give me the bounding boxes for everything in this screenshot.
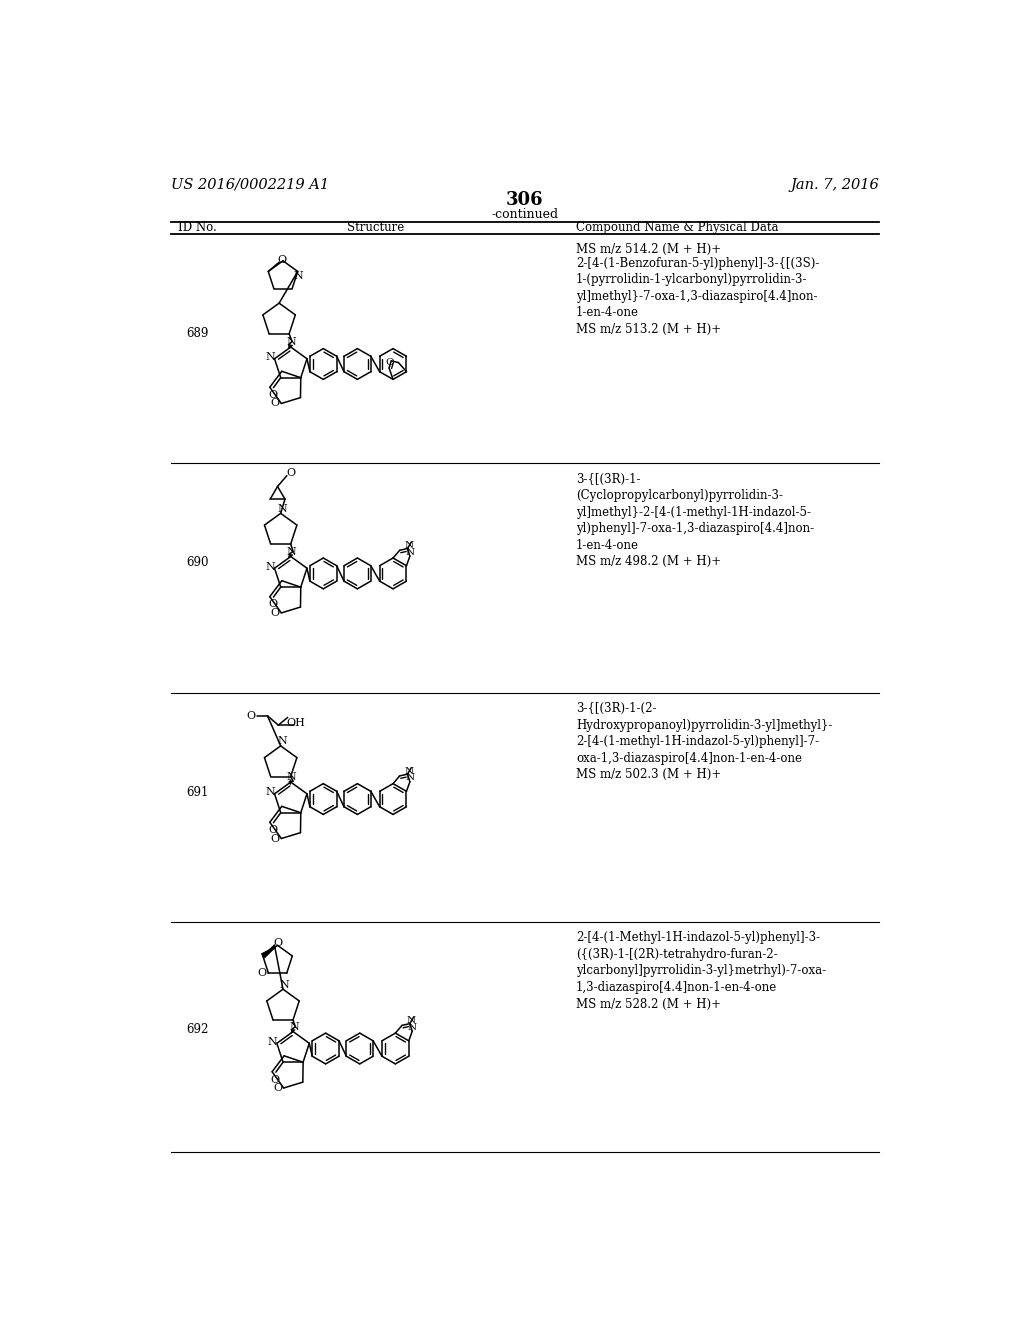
Text: N: N bbox=[289, 1022, 299, 1032]
Text: N: N bbox=[265, 787, 274, 797]
Text: O: O bbox=[385, 358, 394, 367]
Text: O: O bbox=[273, 1082, 282, 1093]
Text: Compound Name & Physical Data: Compound Name & Physical Data bbox=[575, 222, 778, 234]
Text: 691: 691 bbox=[186, 785, 209, 799]
Text: N: N bbox=[265, 561, 274, 572]
Text: O: O bbox=[286, 469, 295, 478]
Text: 306: 306 bbox=[506, 191, 544, 209]
Text: N: N bbox=[267, 1036, 278, 1047]
Text: 690: 690 bbox=[186, 556, 209, 569]
Text: N: N bbox=[404, 541, 414, 550]
Text: Structure: Structure bbox=[347, 222, 404, 234]
Text: O: O bbox=[247, 711, 256, 721]
Text: Jan. 7, 2016: Jan. 7, 2016 bbox=[791, 178, 879, 191]
Text: O: O bbox=[268, 389, 278, 400]
Text: -continued: -continued bbox=[492, 209, 558, 222]
Polygon shape bbox=[261, 945, 278, 958]
Text: O: O bbox=[258, 968, 267, 978]
Text: N: N bbox=[280, 979, 290, 990]
Text: O: O bbox=[278, 255, 287, 265]
Text: 2-[4-(1-Methyl-1H-indazol-5-yl)phenyl]-3-
({(3R)-1-[(2R)-tetrahydro-furan-2-
ylc: 2-[4-(1-Methyl-1H-indazol-5-yl)phenyl]-3… bbox=[575, 932, 826, 1011]
Text: 3-{[(3R)-1-(2-
Hydroxypropanoyl)pyrrolidin-3-yl]methyl}-
2-[4-(1-methyl-1H-indaz: 3-{[(3R)-1-(2- Hydroxypropanoyl)pyrrolid… bbox=[575, 702, 833, 781]
Text: O: O bbox=[270, 833, 280, 843]
Polygon shape bbox=[289, 779, 291, 785]
Text: N: N bbox=[265, 352, 274, 362]
Text: O: O bbox=[268, 599, 278, 610]
Polygon shape bbox=[291, 1030, 295, 1034]
Text: N: N bbox=[407, 1016, 416, 1026]
Text: 2-[4-(1-Benzofuran-5-yl)phenyl]-3-{[(3S)-
1-(pyrrolidin-1-ylcarbonyl)pyrrolidin-: 2-[4-(1-Benzofuran-5-yl)phenyl]-3-{[(3S)… bbox=[575, 257, 819, 337]
Text: US 2016/0002219 A1: US 2016/0002219 A1 bbox=[171, 178, 329, 191]
Text: OH: OH bbox=[286, 718, 305, 727]
Polygon shape bbox=[289, 345, 293, 348]
Text: O: O bbox=[273, 939, 283, 948]
Text: O: O bbox=[270, 399, 280, 408]
Text: N: N bbox=[404, 767, 414, 776]
Text: N: N bbox=[278, 737, 287, 746]
Text: O: O bbox=[270, 609, 280, 618]
Text: N: N bbox=[408, 1023, 417, 1032]
Text: 3-{[(3R)-1-
(Cyclopropylcarbonyl)pyrrolidin-3-
yl]methyl}-2-[4-(1-methyl-1H-inda: 3-{[(3R)-1- (Cyclopropylcarbonyl)pyrroli… bbox=[575, 473, 814, 568]
Text: O: O bbox=[270, 1074, 280, 1085]
Text: O: O bbox=[268, 825, 278, 836]
Text: MS m/z 514.2 (M + H)+: MS m/z 514.2 (M + H)+ bbox=[575, 243, 721, 256]
Text: N: N bbox=[406, 548, 415, 557]
Text: N: N bbox=[287, 772, 296, 783]
Text: ID No.: ID No. bbox=[178, 222, 217, 234]
Text: N: N bbox=[287, 338, 296, 347]
Text: N: N bbox=[294, 271, 303, 281]
Text: N: N bbox=[287, 546, 296, 557]
Text: N: N bbox=[278, 504, 287, 513]
Polygon shape bbox=[289, 554, 293, 558]
Text: N: N bbox=[406, 774, 415, 783]
Text: 692: 692 bbox=[186, 1023, 209, 1036]
Text: 689: 689 bbox=[186, 326, 209, 339]
